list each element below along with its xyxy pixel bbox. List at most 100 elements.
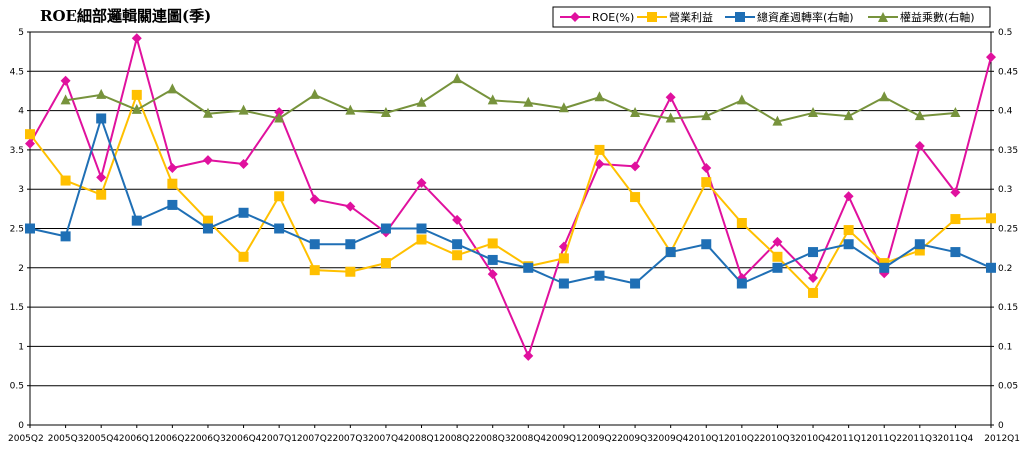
data-point [25,223,35,234]
x-tick-label: 2008Q1 [404,434,440,444]
data-point [772,236,783,247]
data-point [60,75,71,86]
data-point [60,231,71,242]
x-tick-label: 2009Q3 [617,434,653,444]
data-point [914,239,925,250]
y-left-tick-label: 4.5 [10,67,24,77]
data-point [594,91,605,102]
y-right-tick-label: 0.5 [998,28,1012,38]
x-axis: 2005Q2 2005Q3 2005Q4 2006Q1 2006Q2 2006Q3 2006… [8,425,1020,444]
series-0 [25,33,996,361]
x-tick-label: 2007Q3 [332,434,368,444]
data-point [96,189,107,200]
data-point [808,287,819,298]
data-point [202,155,213,166]
legend-item-roe: ROE(%) [560,11,634,24]
data-point [665,112,676,123]
data-point [238,251,249,262]
y-right-tick-label: 0.25 [998,225,1018,235]
data-point [96,172,107,183]
data-point [487,94,498,105]
y-left-tick-label: 4 [18,107,24,117]
data-point [523,96,534,107]
y-right-tick-label: 0.15 [998,303,1018,313]
x-tick-label: 2011Q1 [831,434,867,444]
data-point [238,159,249,170]
x-tick-label: 2012Q1 [984,434,1020,444]
data-point [736,278,747,289]
data-point [665,92,676,103]
data-point [487,254,498,265]
data-point [131,89,142,100]
data-point [950,187,961,198]
x-tick-label: 2007Q1 [261,434,297,444]
data-point [630,278,641,289]
data-point [487,238,498,249]
y-right-tick-label: 0.45 [998,67,1018,77]
data-point [60,175,71,186]
y-right-tick-label: 0.1 [998,342,1012,352]
x-tick-label: 2009Q4 [653,434,689,444]
diamond-marker-icon [570,12,580,22]
legend-label-roe: ROE(%) [592,11,634,24]
data-point [167,178,178,189]
data-point [701,239,712,250]
y-right-tick-label: 0.3 [998,185,1012,195]
y-left-tick-label: 5 [18,28,24,38]
data-point [843,110,854,121]
data-point [274,191,285,202]
data-point [309,265,320,276]
series-line [29,117,992,285]
series-3 [60,73,961,126]
data-point [345,201,356,212]
legend-label-operating-profit: 營業利益 [669,10,713,24]
data-point [986,262,996,273]
data-point [167,83,178,94]
data-point [772,251,783,262]
x-tick-label: 2006Q1 [119,434,155,444]
data-point [380,106,391,117]
data-point [452,250,463,261]
data-point [594,270,605,281]
y-right-tick-label: 0.4 [998,107,1013,117]
data-point [772,262,783,273]
data-point [736,94,747,105]
data-point [523,350,534,361]
y-left-tick-label: 2.5 [10,225,24,235]
data-point [131,33,142,44]
series-layer [25,33,996,361]
data-point [594,144,605,155]
data-point [202,215,213,226]
data-point [808,273,819,284]
data-point [96,88,107,99]
y-right-tick-label: 0.2 [998,264,1012,274]
data-point [914,110,925,121]
x-tick-label: 2008Q2 [439,434,475,444]
data-point [452,214,463,225]
data-point [274,112,285,123]
data-point [879,91,890,102]
data-point [309,239,320,250]
y-right-tick-label: 0.05 [998,382,1018,392]
data-point [523,262,534,273]
y-left-tick-label: 3.5 [10,146,24,156]
data-point [167,199,178,210]
data-point [238,104,249,115]
y-right-tick-label: 0 [998,421,1004,431]
data-point [202,223,213,234]
chart-title: ROE細部邏輯關連圖(季) [40,7,211,25]
data-point [452,73,463,84]
data-point [416,234,427,245]
data-point [843,225,854,236]
y-left-tick-label: 0 [18,421,24,431]
data-point [345,104,356,115]
data-point [950,214,961,225]
data-point [380,258,391,269]
x-tick-label: 2007Q4 [368,434,404,444]
data-point [986,52,996,63]
data-point [274,223,285,234]
data-point [452,239,463,250]
legend-label-equity-multiplier: 權益乘數(右軸) [900,10,975,24]
data-point [914,245,925,256]
data-point [843,191,854,202]
